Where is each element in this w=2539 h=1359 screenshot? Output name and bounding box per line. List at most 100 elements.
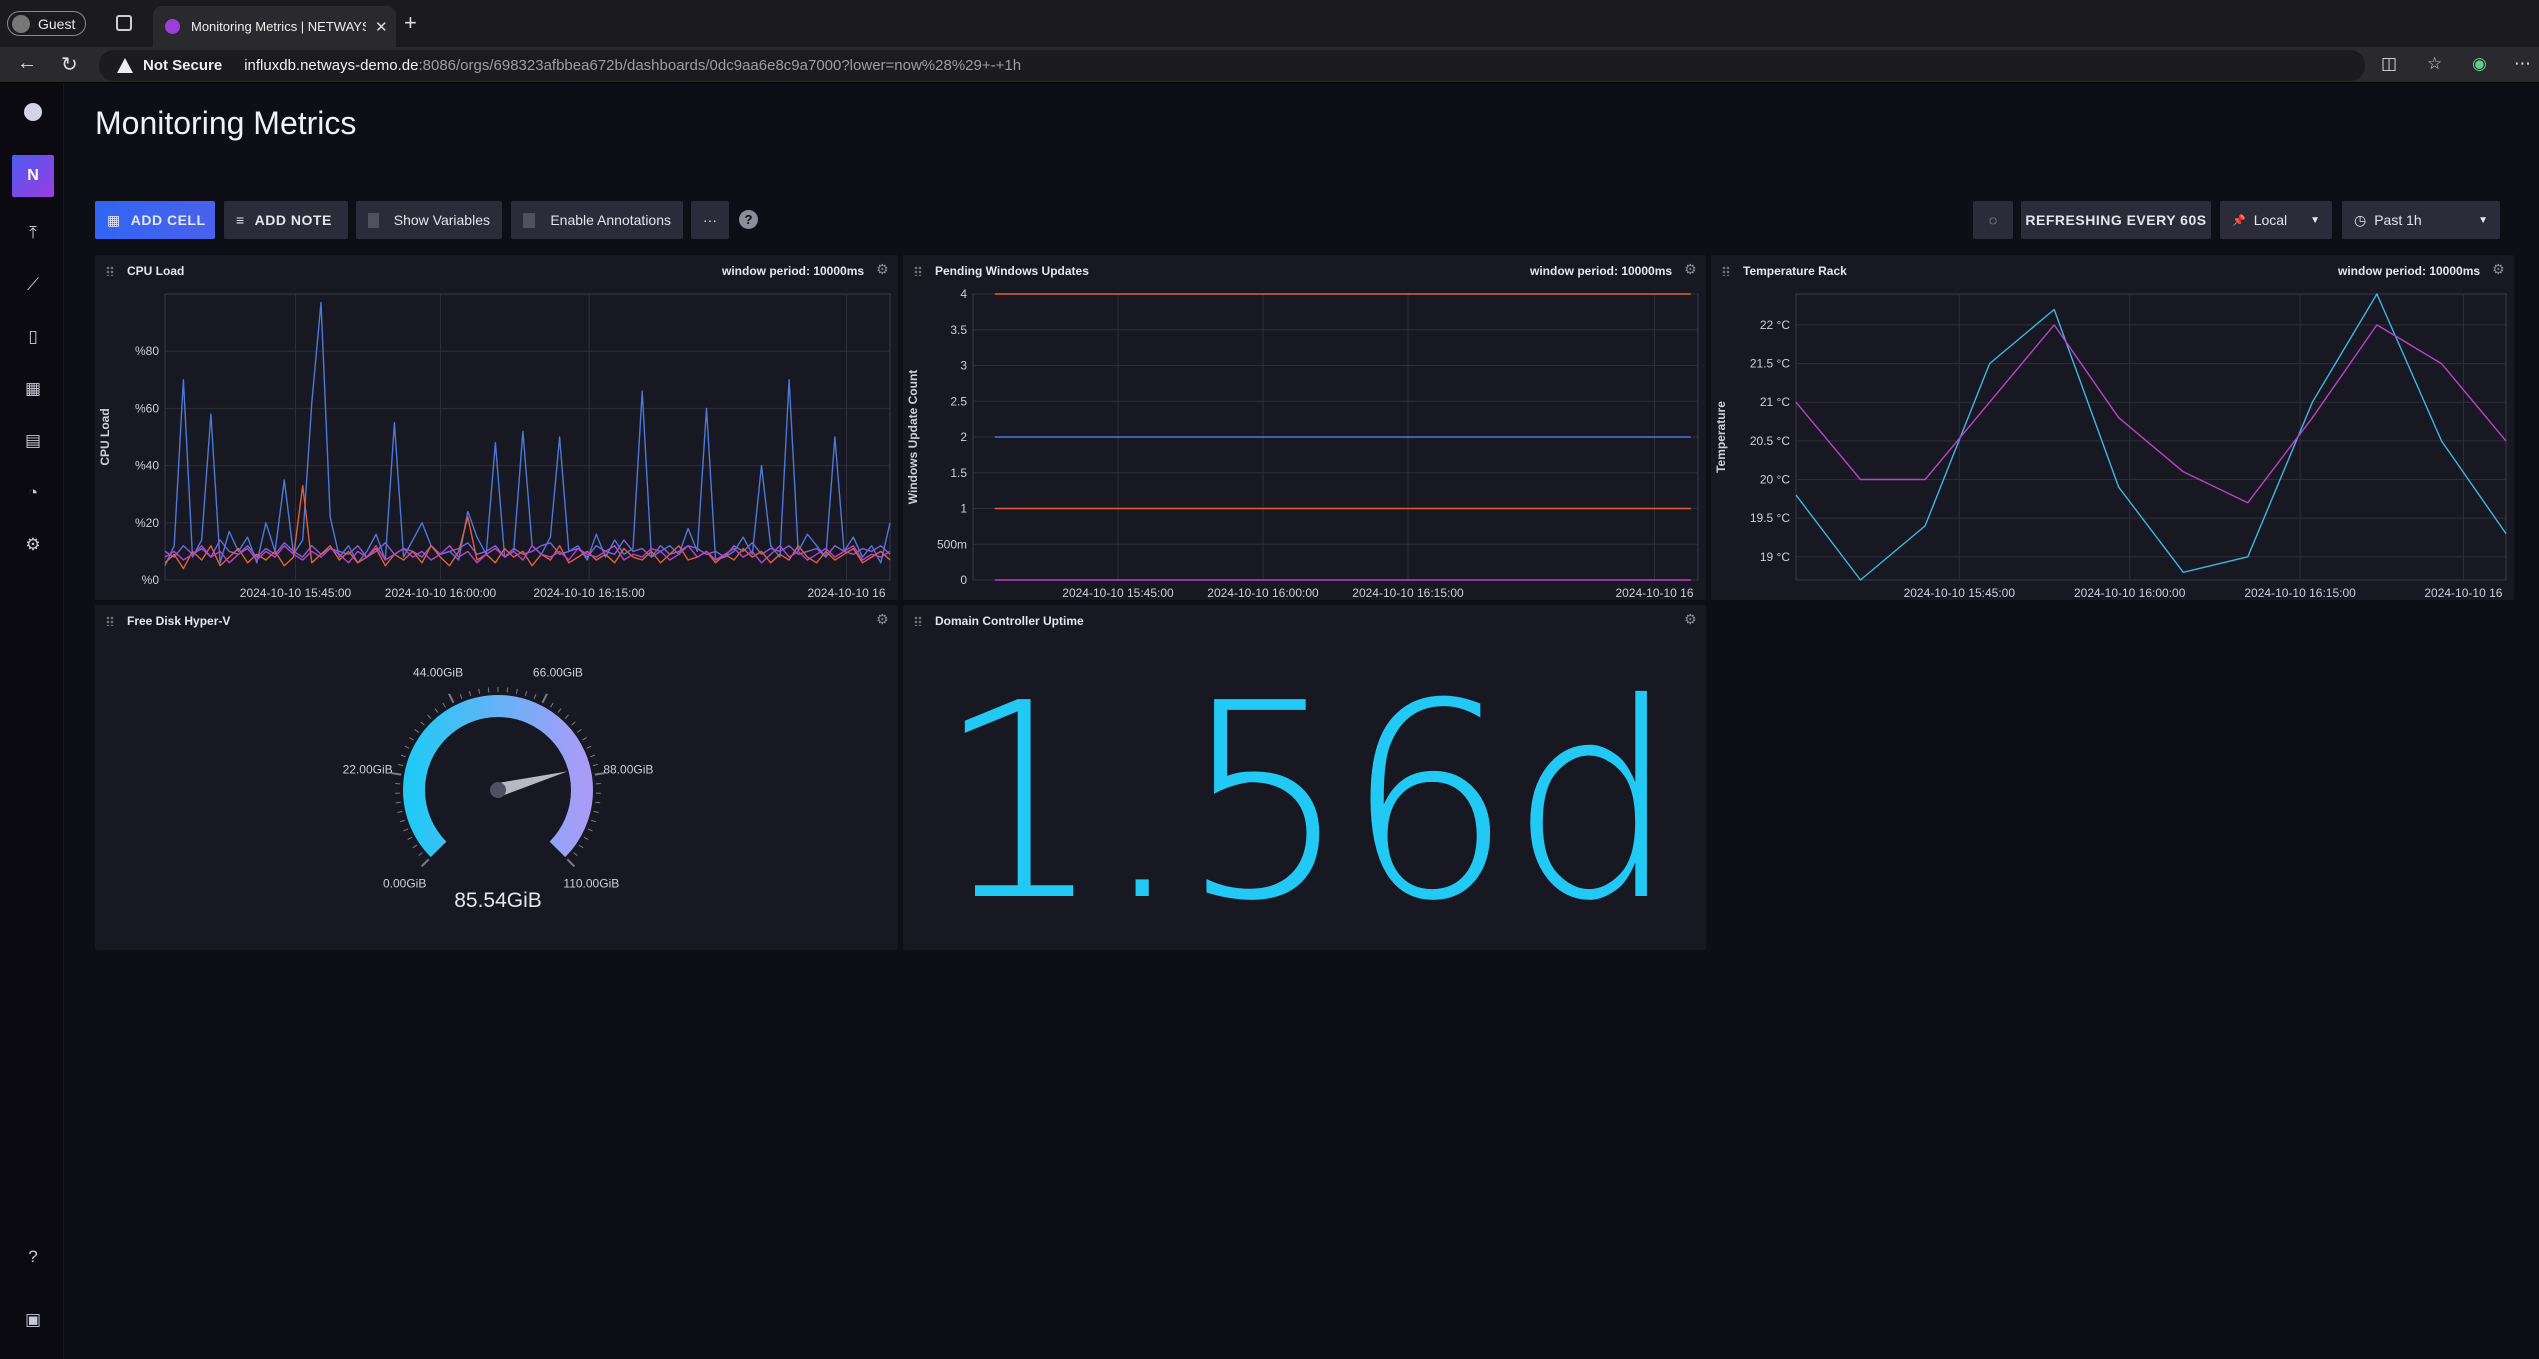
drag-handle-icon[interactable] [106, 266, 114, 276]
alerts-bell-icon[interactable]: ◔ [27, 483, 39, 502]
extension-icon[interactable]: ◉ [2472, 54, 2487, 73]
refresh-button[interactable]: ◌ [1973, 201, 2013, 239]
show-variables-label: Show Variables [393, 212, 490, 228]
x-tick-label: 2024-10-10 16:15:00 [1352, 586, 1464, 600]
cell-title: CPU Load [127, 264, 185, 278]
auto-refresh-dropdown[interactable]: REFRESHING EVERY 60S [2021, 201, 2211, 239]
gauge-minor-tick [524, 690, 528, 697]
x-tick-label: 2024-10-10 16:15:00 [2244, 586, 2356, 600]
tasks-calendar-icon[interactable]: ▤ [24, 431, 42, 450]
url-path: :8086/orgs/698323afbbea672b/dashboards/0… [418, 57, 1022, 74]
cell-gear-icon[interactable]: ⚙ [876, 611, 889, 627]
cpu-load-chart[interactable]: %0 %20 %40 %60 %80 2024-10-10 15:45:00 2024-10… [95, 255, 898, 600]
new-tab-icon[interactable]: + [404, 10, 417, 35]
org-avatar[interactable]: N [12, 155, 54, 197]
cell-pending-updates[interactable]: Pending Windows Updates window period: 1… [903, 255, 1706, 600]
split-screen-icon[interactable]: ◫ [2381, 54, 2398, 73]
gauge-minor-tick [571, 721, 576, 726]
cell-free-disk[interactable]: Free Disk Hyper-V ⚙ 0.00GiB 22.00GiB 44.00… [95, 605, 898, 950]
favorites-icon[interactable]: ☆ [2427, 54, 2443, 73]
gauge-minor-tick [587, 828, 593, 832]
gauge-major-tick [391, 772, 402, 776]
gauge-major-tick [541, 693, 548, 704]
upload-icon[interactable]: ⤒ [29, 223, 37, 242]
cell-cpu-load[interactable]: CPU Load window period: 10000ms ⚙ %0 %20%… [95, 255, 898, 600]
profile-label: Guest [38, 15, 76, 32]
url-host: influxdb.netways-demo.de [244, 57, 419, 74]
gauge-minor-tick [591, 819, 597, 823]
collapse-sidebar-icon[interactable]: ▣ [24, 1310, 42, 1329]
cell-dc-uptime[interactable]: Domain Controller Uptime ⚙ 1.56d [903, 605, 1706, 950]
gauge-minor-tick [578, 844, 584, 849]
help-icon[interactable]: ? [739, 210, 758, 229]
reload-icon[interactable]: ↻ [61, 54, 78, 76]
enable-annotations-toggle[interactable]: Enable Annotations [511, 201, 683, 239]
time-range-label: Past 1h [2374, 212, 2422, 228]
cell-gear-icon[interactable]: ⚙ [2492, 261, 2505, 277]
cell-gear-icon[interactable]: ⚙ [1684, 261, 1697, 277]
gauge-minor-tick [414, 729, 420, 733]
tab-actions-icon[interactable] [116, 15, 132, 31]
address-bar[interactable]: Not Secure influxdb.netways-demo.de:8086… [99, 50, 2365, 81]
y-tick-label: 3.5 [950, 323, 967, 337]
window-period-label: window period: 10000ms [1530, 264, 1673, 278]
gauge-minor-tick [409, 737, 414, 741]
y-tick-label: 500m [937, 537, 967, 551]
gauge-minor-tick [400, 754, 406, 758]
settings-gear-icon[interactable]: ⚙ [25, 535, 41, 554]
y-tick-label: 0 [960, 573, 967, 587]
gauge-minor-tick [442, 702, 446, 708]
gauge-minor-tick [564, 714, 569, 719]
gauge-major-tick [420, 858, 430, 868]
gauge-minor-tick [407, 836, 413, 841]
tab-close-icon[interactable]: ✕ [375, 18, 388, 36]
gauge-minor-tick [557, 708, 562, 713]
clock-icon: ◷ [2354, 211, 2367, 228]
cell-gear-icon[interactable]: ⚙ [876, 261, 889, 277]
cell-temperature-rack[interactable]: Temperature Rack window period: 10000ms … [1711, 255, 2514, 600]
help-icon[interactable]: ? [28, 1247, 38, 1266]
browser-tab-active[interactable]: Monitoring Metrics | NETWAYS ✕ [153, 6, 396, 47]
add-note-button[interactable]: ≡ ADD NOTE [224, 201, 348, 239]
uptime-stat-value: 1.56d [935, 645, 1677, 950]
show-variables-toggle[interactable]: Show Variables [356, 201, 502, 239]
drag-handle-icon[interactable] [106, 616, 114, 626]
more-options-button[interactable]: ··· [691, 201, 729, 239]
gauge-minor-tick [586, 745, 592, 749]
gauge-minor-tick [593, 810, 599, 813]
app-sidebar: N ⤒ ⟋ ▯ ▦ ▤ ◔ ⚙ ? ▣ [0, 83, 64, 1359]
x-tick-label: 2024-10-10 16:15:00 [533, 586, 645, 600]
timezone-dropdown[interactable]: 📌 Local ▼ [2220, 201, 2332, 239]
y-tick-label: 2.5 [950, 394, 967, 408]
gauge-major-tick [594, 772, 605, 776]
chevron-down-icon: ▼ [2310, 214, 2320, 226]
cell-title: Free Disk Hyper-V [127, 614, 231, 628]
drag-handle-icon[interactable] [914, 266, 922, 276]
y-tick-label: 20 °C [1760, 473, 1790, 487]
gauge-minor-tick [468, 690, 472, 697]
security-label[interactable]: Not Secure [143, 57, 223, 74]
browser-tab-strip: Guest Monitoring Metrics | NETWAYS ✕ + [0, 0, 2539, 47]
time-range-dropdown[interactable]: ◷ Past 1h ▼ [2342, 201, 2500, 239]
drag-handle-icon[interactable] [914, 616, 922, 626]
temperature-chart[interactable]: 19 °C 19.5 °C 20 °C 20.5 °C 21 °C 21.5 °C 22 °… [1711, 255, 2514, 600]
dashboards-icon[interactable]: ▦ [24, 379, 42, 398]
page-title[interactable]: Monitoring Metrics [95, 105, 357, 141]
cell-gear-icon[interactable]: ⚙ [1684, 611, 1697, 627]
add-cell-button[interactable]: ▦ ADD CELL [95, 201, 215, 239]
profile-button[interactable]: Guest [7, 11, 86, 36]
gauge-minor-tick [459, 694, 463, 700]
influxdb-logo-icon[interactable] [24, 103, 42, 121]
gauge-major-tick [448, 693, 455, 704]
pending-updates-chart[interactable]: 0 500m 1 1.5 2 2.5 3 3.5 4 2024-10-10 15:45:00 202… [903, 255, 1706, 600]
chevron-down-icon: ▼ [2478, 214, 2488, 226]
back-arrow-icon[interactable]: ← [17, 52, 37, 74]
gauge-major-tick [566, 858, 576, 868]
x-tick-label: 2024-10-10 16:00:00 [385, 586, 497, 600]
more-menu-icon[interactable]: ⋯ [2514, 54, 2531, 73]
gauge-minor-tick [412, 844, 418, 849]
drag-handle-icon[interactable] [1722, 266, 1730, 276]
notebooks-icon[interactable]: ▯ [28, 327, 38, 346]
gauge-tick-label: 22.00GiB [343, 762, 393, 776]
data-explorer-icon[interactable]: ⟋ [27, 275, 39, 294]
